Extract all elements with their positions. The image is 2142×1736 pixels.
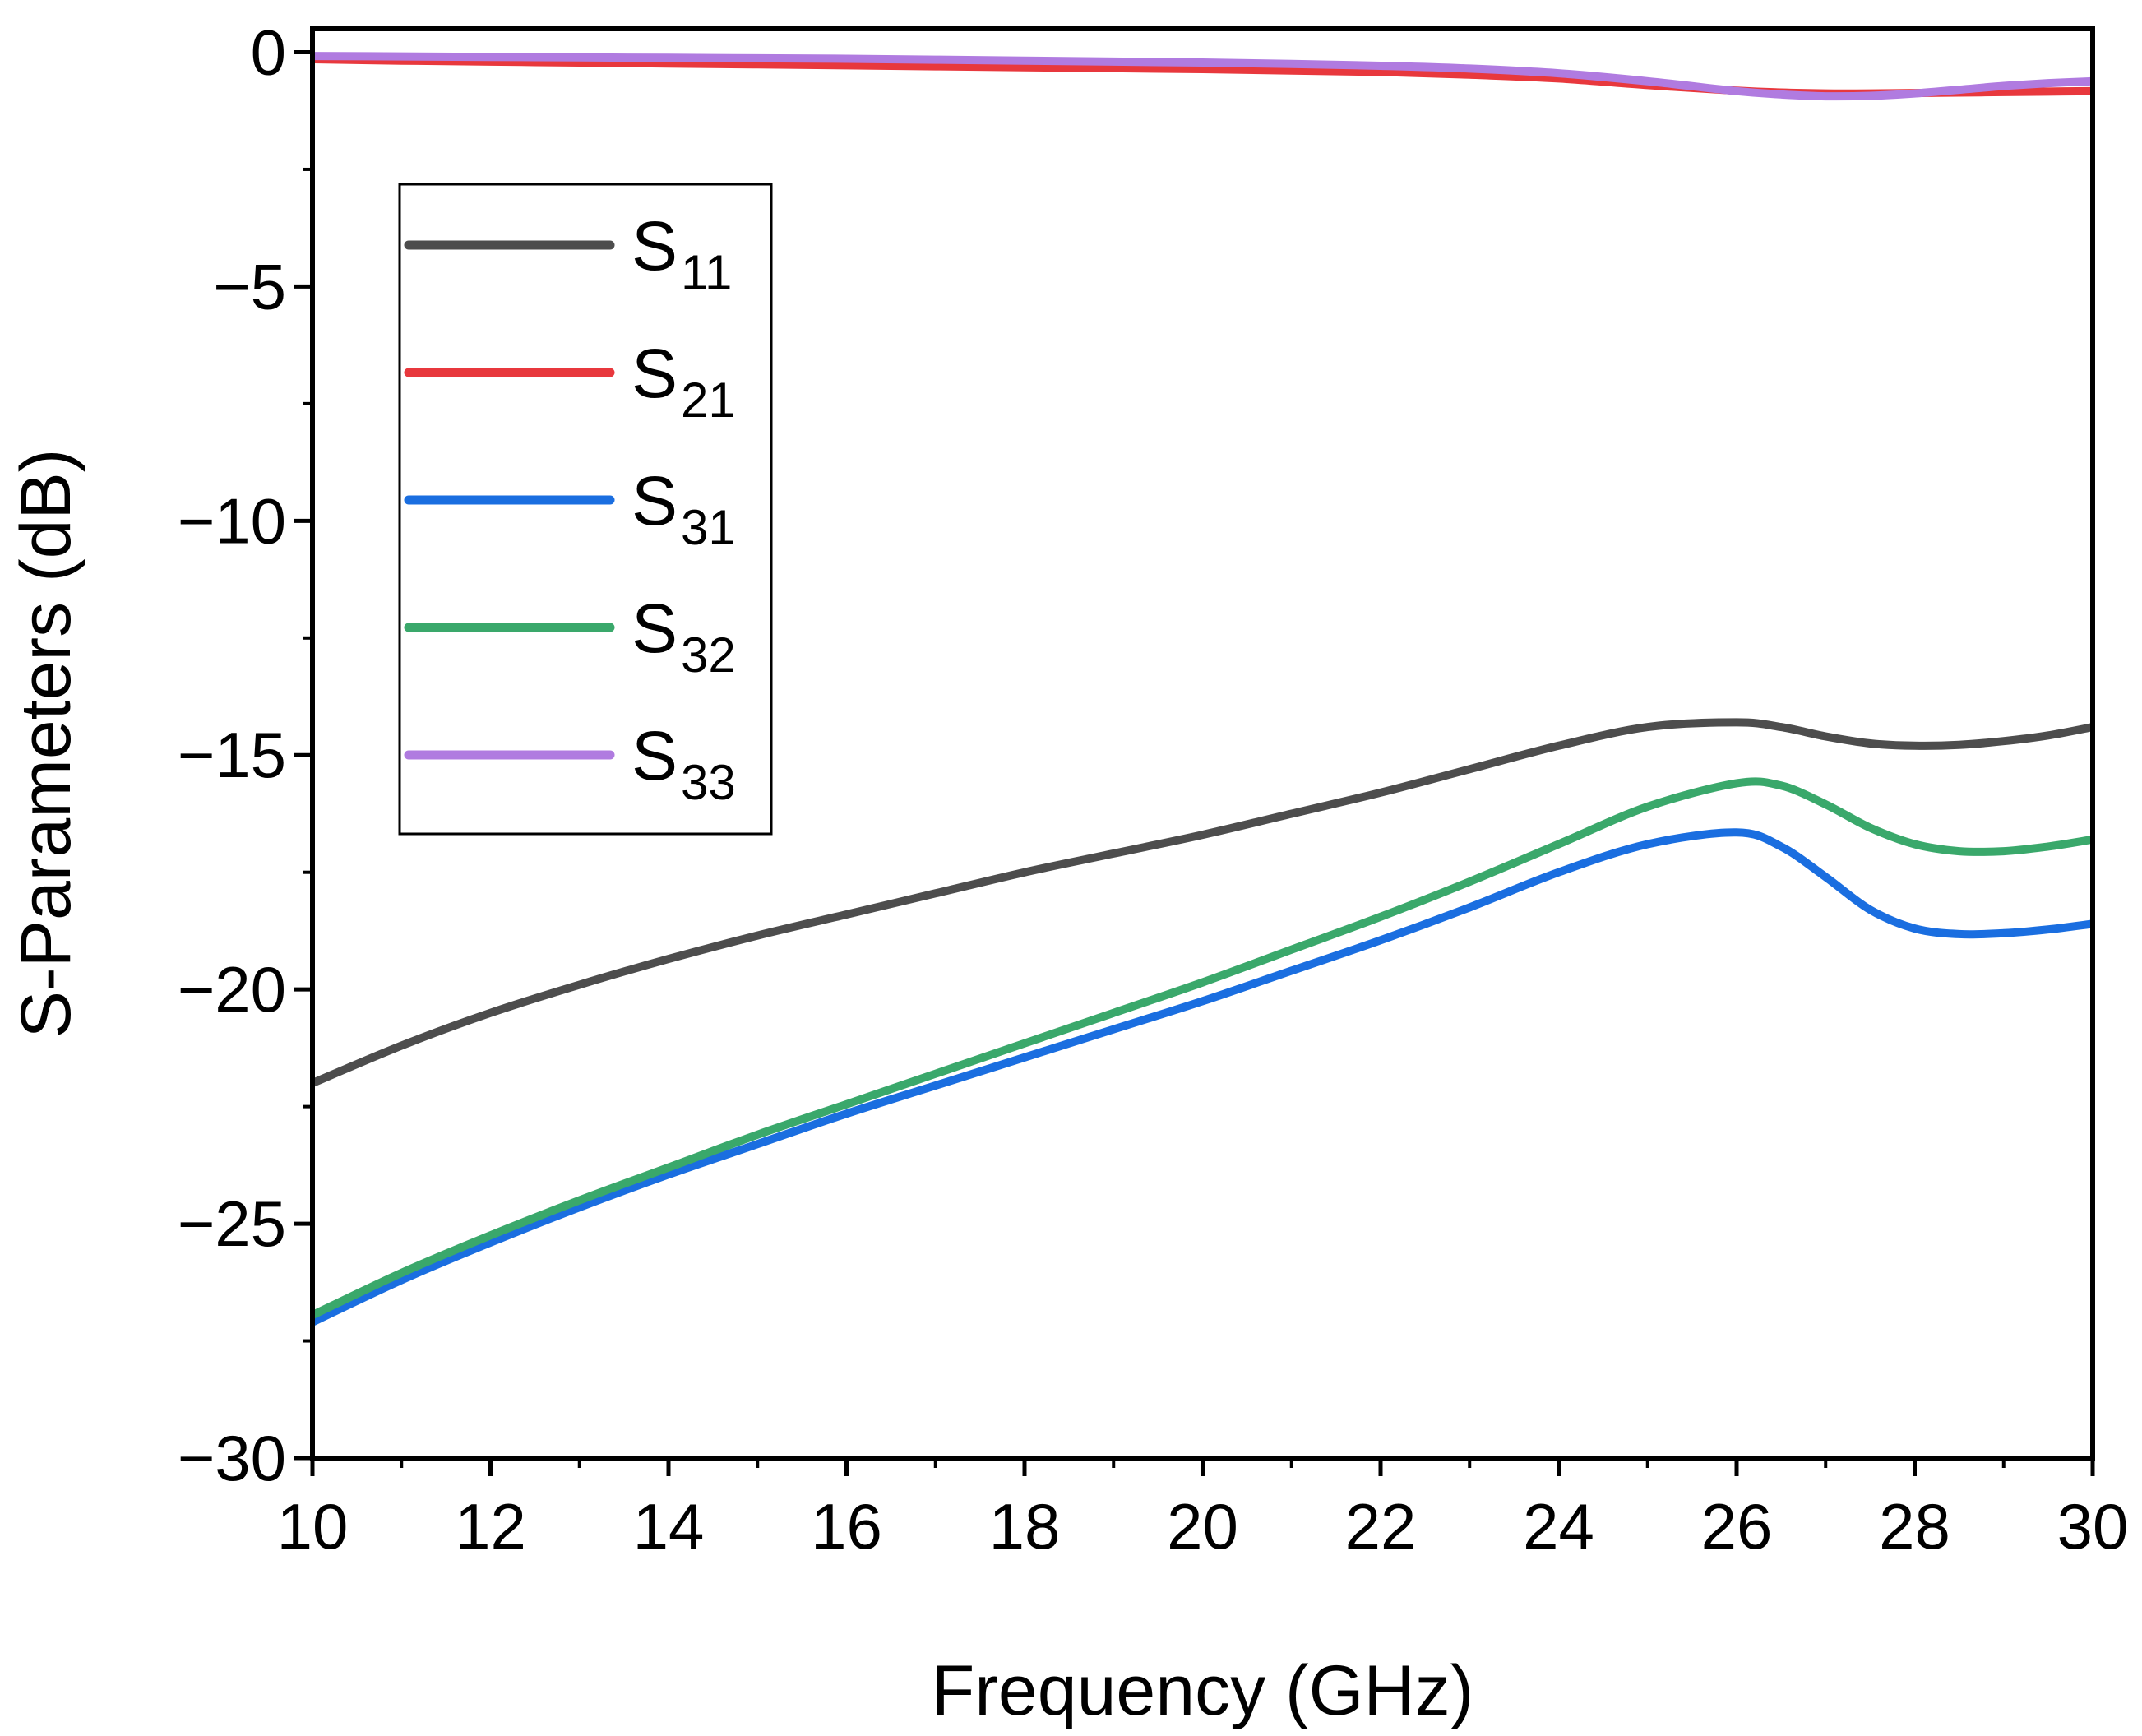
x-tick-label: 28 <box>1879 1490 1950 1562</box>
series-lines <box>312 52 2093 1326</box>
legend-label: S32 <box>631 590 736 683</box>
x-tick-label: 20 <box>1167 1490 1238 1562</box>
legend-box <box>398 183 773 836</box>
x-axis-ticks: 10 12 14 16 18 20 22 24 26 28 30 <box>277 1458 2129 1562</box>
x-tick-label: 14 <box>633 1490 705 1562</box>
legend-item-s11: S11 <box>404 207 732 300</box>
x-tick-label: 10 <box>277 1490 349 1562</box>
x-tick-label: 22 <box>1345 1490 1417 1562</box>
x-tick-label: 26 <box>1701 1490 1773 1562</box>
legend-item-s21: S21 <box>404 335 736 428</box>
legend-label: S21 <box>631 335 736 428</box>
legend-label: S33 <box>631 717 736 810</box>
y-axis-title: S-Parameters (dB) <box>7 449 86 1039</box>
series-line-s33 <box>312 52 2093 101</box>
x-axis-title: Frequency (GHz) <box>932 1651 1474 1730</box>
legend-label-main: S <box>631 717 678 794</box>
y-tick-label: −30 <box>178 1422 286 1494</box>
x-tick-label: 12 <box>455 1490 526 1562</box>
y-tick-label: 0 <box>251 16 286 88</box>
y-tick-label: −20 <box>178 953 286 1025</box>
legend-label-main: S <box>631 335 678 412</box>
legend-label-subscript: 21 <box>681 373 736 428</box>
y-tick-label: −25 <box>178 1187 286 1260</box>
x-tick-label: 18 <box>989 1490 1061 1562</box>
legend-label-subscript: 11 <box>681 245 732 300</box>
legend-label-subscript: 31 <box>681 500 736 555</box>
y-tick-label: −5 <box>213 250 286 322</box>
y-axis-ticks: 0 −5 −10 −15 −20 −25 −30 <box>178 16 312 1494</box>
x-tick-label: 16 <box>811 1490 882 1562</box>
y-tick-label: −10 <box>178 484 286 557</box>
legend-item-s33: S33 <box>404 717 736 810</box>
y-tick-label: −15 <box>178 719 286 791</box>
legend-item-s31: S31 <box>404 462 736 555</box>
legend-label-main: S <box>631 462 678 539</box>
legend-label-subscript: 33 <box>681 755 736 810</box>
legend-label-subscript: 32 <box>681 627 736 683</box>
series-line-s31 <box>312 828 2093 1326</box>
legend-label: S11 <box>631 207 732 300</box>
legend-item-s32: S32 <box>404 590 736 683</box>
series-line-s11 <box>312 718 2093 1087</box>
x-tick-label: 30 <box>2057 1490 2129 1562</box>
x-tick-label: 24 <box>1523 1490 1594 1562</box>
plot-area: 10 12 14 16 18 20 22 24 26 28 30 0 −5 −10 −15 −20 −25 −3… <box>178 16 2129 1562</box>
series-line-s32 <box>312 777 2093 1319</box>
legend-label-main: S <box>631 207 678 285</box>
legend-label: S31 <box>631 462 736 555</box>
legend-label-main: S <box>631 590 678 667</box>
